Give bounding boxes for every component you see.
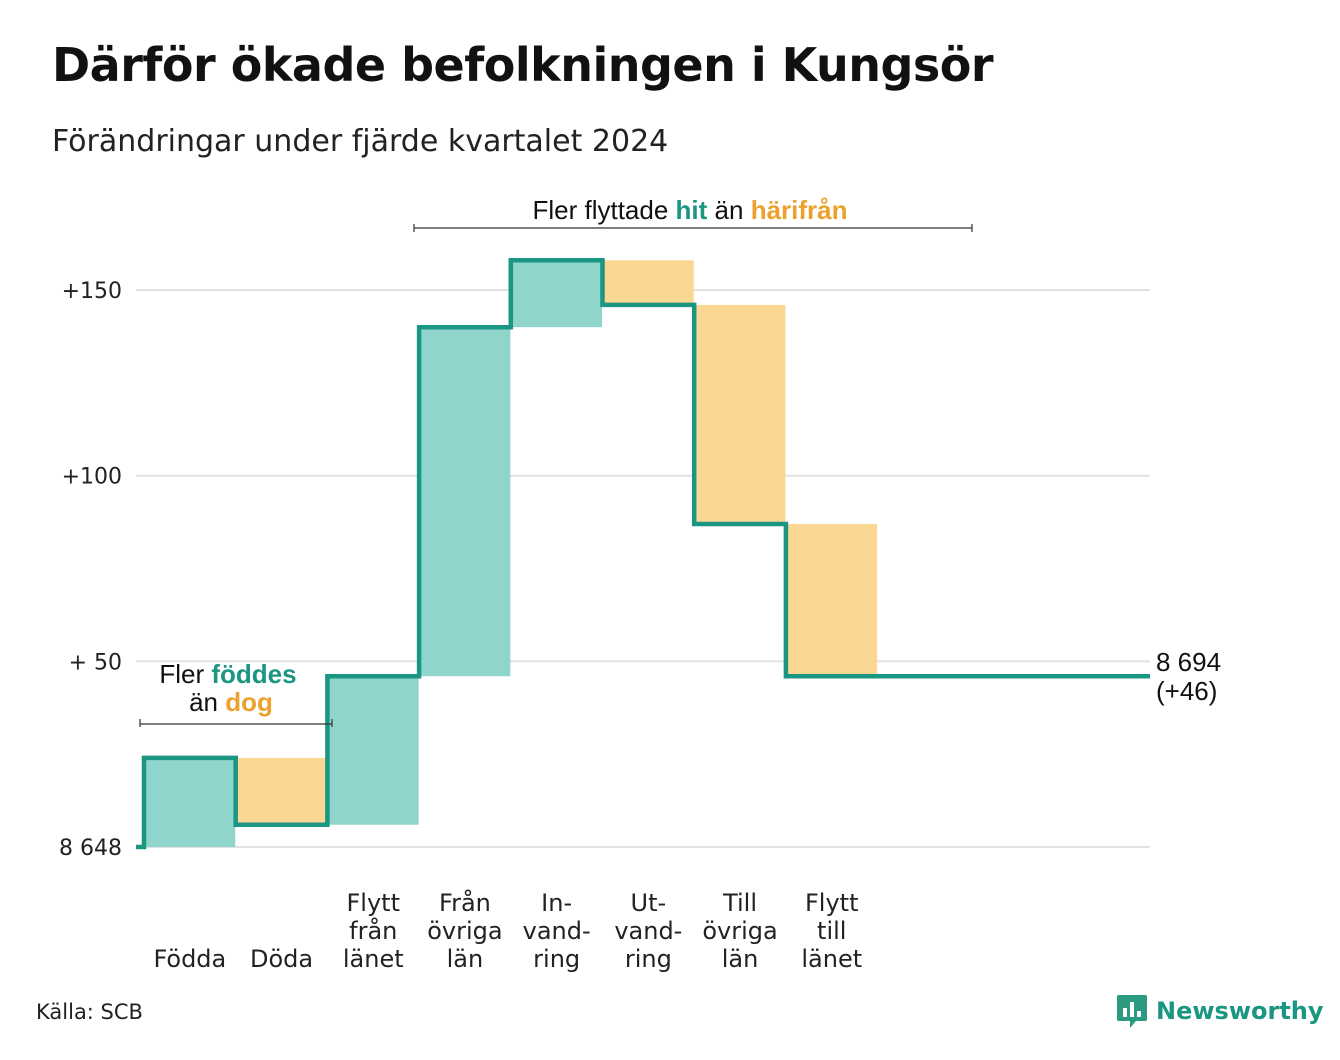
source-note: Källa: SCB xyxy=(36,1000,143,1024)
y-tick-label: 8 648 xyxy=(59,836,122,861)
waterfall-bar-6 xyxy=(602,260,694,305)
waterfall-bar-3 xyxy=(327,676,419,825)
category-label-line: Flytt xyxy=(347,889,401,917)
cumulative-line xyxy=(136,258,1150,850)
births-annotation-line2: än dog xyxy=(189,687,273,717)
waterfall-bar-7 xyxy=(694,304,786,524)
y-tick-label: +100 xyxy=(62,465,122,490)
category-label-line: Till xyxy=(722,889,757,917)
chart-subtitle: Förändringar under fjärde kvartalet 2024 xyxy=(52,124,669,159)
y-axis-tick-labels: 8 648 + 50 +100 +150 xyxy=(59,279,122,861)
end-value-label: 8 694 (+46) xyxy=(1156,647,1221,706)
y-tick-label: + 50 xyxy=(69,650,122,675)
waterfall-bars xyxy=(144,260,878,847)
category-label-line: länet xyxy=(343,945,404,973)
category-label-line: Döda xyxy=(250,945,313,973)
category-label: Till övriga län xyxy=(702,889,777,973)
category-label: Ut-vand-ring xyxy=(614,889,682,973)
category-label-line: Från xyxy=(439,888,491,917)
waterfall-bar-8 xyxy=(785,523,878,677)
end-total-label: 8 694 xyxy=(1156,647,1221,677)
category-label-line: ring xyxy=(533,945,580,973)
waterfall-bar-4 xyxy=(419,327,511,677)
newsworthy-chart-icon xyxy=(1117,995,1147,1028)
end-change-label: (+46) xyxy=(1156,676,1217,706)
category-label-line: län xyxy=(722,945,759,973)
category-label-line: vand- xyxy=(523,917,591,945)
births-annotation-bracket xyxy=(139,719,333,727)
category-label-line: Flytt xyxy=(805,889,859,917)
waterfall-bar-2 xyxy=(235,757,327,825)
migration-annotation: Fler flyttade hit än härifrån xyxy=(413,195,973,232)
category-label-line: övriga xyxy=(427,917,502,945)
category-label-line: länet xyxy=(801,945,862,973)
births-annotation: Fler föddes än dog xyxy=(139,659,333,727)
waterfall-bar-1 xyxy=(144,757,236,847)
category-label-line: vand- xyxy=(614,917,682,945)
category-label-line: Ut- xyxy=(631,889,667,917)
category-label: Från övriga län xyxy=(427,888,502,973)
cumulative-step-line xyxy=(136,258,1150,850)
newsworthy-logo: Newsworthy xyxy=(1116,993,1324,1029)
category-label-line: ring xyxy=(625,945,672,973)
waterfall-bar-5 xyxy=(510,260,602,328)
category-label-line: Födda xyxy=(153,945,226,973)
category-label: Flytt från länet xyxy=(343,889,404,973)
y-tick-label: +150 xyxy=(62,279,122,304)
category-label-line: till xyxy=(817,917,846,945)
brand-name: Newsworthy xyxy=(1156,997,1324,1025)
category-label-line: övriga xyxy=(702,917,777,945)
category-label: Döda xyxy=(250,945,313,973)
migration-annotation-text: Fler flyttade hit än härifrån xyxy=(532,195,847,225)
category-label-line: län xyxy=(447,945,484,973)
migration-annotation-bracket xyxy=(413,224,973,232)
category-label: Födda xyxy=(153,945,226,973)
category-label: In-vand-ring xyxy=(523,889,591,973)
category-label-line: från xyxy=(349,916,397,945)
chart-title: Därför ökade befolkningen i Kungsör xyxy=(52,38,994,92)
births-annotation-line1: Fler föddes xyxy=(159,659,296,689)
category-label: Flytt till länet xyxy=(801,889,862,973)
category-label-line: In- xyxy=(541,889,572,917)
